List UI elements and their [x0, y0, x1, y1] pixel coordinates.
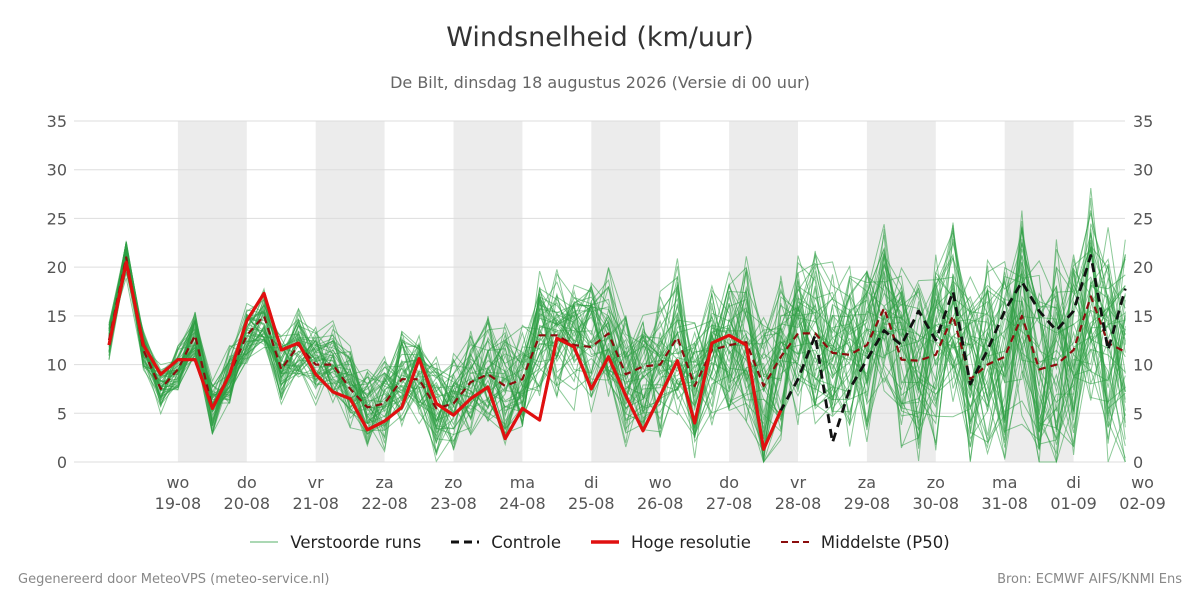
x-tick-date-label: 21-08 [292, 494, 339, 513]
y-tick-label-left: 20 [47, 258, 67, 277]
y-tick-label-left: 30 [47, 161, 67, 180]
x-tick-date-label: 02-09 [1119, 494, 1166, 513]
x-tick-day-label: ma [510, 473, 535, 492]
y-tick-label-right: 25 [1133, 209, 1153, 228]
x-tick-day-label: za [858, 473, 876, 492]
x-tick-day-label: wo [166, 473, 189, 492]
x-tick-day-label: za [375, 473, 393, 492]
legend-swatch-ensemble [250, 541, 279, 543]
legend-label-hires: Hoge resolutie [630, 532, 751, 552]
chart-title: Windsnelheid (km/uur) [446, 22, 754, 53]
y-tick-label-right: 20 [1133, 258, 1153, 277]
chart-subtitle: De Bilt, dinsdag 18 augustus 2026 (Versi… [390, 73, 810, 92]
x-tick-day-label: ma [992, 473, 1017, 492]
main-lines [107, 254, 1127, 451]
y-tick-label-right: 35 [1133, 112, 1153, 131]
x-tick-date-label: 26-08 [637, 494, 684, 513]
x-tick-date-label: 24-08 [499, 494, 546, 513]
y-tick-label-right: 15 [1133, 307, 1153, 326]
ensemble-member-line [108, 240, 1126, 434]
legend-item-control: Controle [451, 533, 561, 552]
y-tick-label-left: 5 [57, 404, 67, 423]
x-tick-day-label: do [719, 473, 739, 492]
x-tick-day-label: do [237, 473, 257, 492]
ensemble-member-line [108, 255, 1126, 439]
y-tick-label-right: 0 [1133, 453, 1143, 472]
x-tick-date-label: 23-08 [430, 494, 477, 513]
legend-swatch-control [451, 540, 480, 544]
ensemble-member-line [108, 241, 1126, 464]
axes: 0 0 5 5 10 10 15 15 20 20 25 25 30 30 35 35 wo 19-08 do 20-… [47, 112, 1166, 513]
footer-source: Bron: ECMWF AIFS/KNMI Ens [997, 572, 1182, 587]
y-tick-label-left: 10 [47, 356, 67, 375]
x-tick-date-label: 31-08 [981, 494, 1028, 513]
x-tick-date-label: 25-08 [568, 494, 615, 513]
legend-item-ensemble: Verstoorde runs [250, 533, 421, 552]
y-tick-label-right: 5 [1133, 404, 1143, 423]
x-tick-day-label: di [1066, 473, 1081, 492]
legend: Verstoorde runs Controle Hoge resolutie … [0, 530, 1200, 554]
legend-swatch-hires [590, 540, 619, 544]
x-tick-date-label: 28-08 [775, 494, 822, 513]
legend-label-median: Middelste (P50) [820, 532, 950, 552]
ensemble-member-line [108, 254, 1126, 464]
y-tick-label-right: 30 [1133, 161, 1153, 180]
x-tick-day-label: vr [790, 473, 806, 492]
x-tick-day-label: zo [444, 473, 462, 492]
y-tick-label-left: 35 [47, 112, 67, 131]
x-tick-day-label: wo [649, 473, 672, 492]
x-tick-date-label: 19-08 [155, 494, 202, 513]
x-tick-day-label: vr [308, 473, 324, 492]
ensemble-member-line [108, 222, 1126, 460]
legend-item-median: Middelste (P50) [780, 532, 950, 552]
legend-swatch-median [780, 541, 809, 543]
x-tick-date-label: 27-08 [706, 494, 753, 513]
hires-line [107, 260, 783, 451]
y-tick-label-left: 15 [47, 307, 67, 326]
y-tick-label-left: 0 [57, 453, 67, 472]
x-tick-date-label: 29-08 [844, 494, 891, 513]
x-tick-date-label: 22-08 [361, 494, 408, 513]
x-tick-date-label: 30-08 [913, 494, 960, 513]
median-line [107, 256, 1126, 410]
legend-label-control: Controle [491, 532, 561, 552]
x-tick-date-label: 20-08 [224, 494, 271, 513]
legend-label-ensemble: Verstoorde runs [290, 532, 422, 552]
x-tick-day-label: wo [1131, 473, 1154, 492]
footer-generated-by: Gegenereerd door MeteoVPS (meteo-service… [18, 572, 330, 587]
y-tick-label-right: 10 [1133, 356, 1153, 375]
x-tick-date-label: 01-09 [1050, 494, 1097, 513]
y-tick-label-left: 25 [47, 209, 67, 228]
x-tick-day-label: di [584, 473, 599, 492]
legend-item-hires: Hoge resolutie [590, 532, 751, 552]
x-tick-day-label: zo [927, 473, 945, 492]
shaded-day-band [591, 121, 661, 462]
